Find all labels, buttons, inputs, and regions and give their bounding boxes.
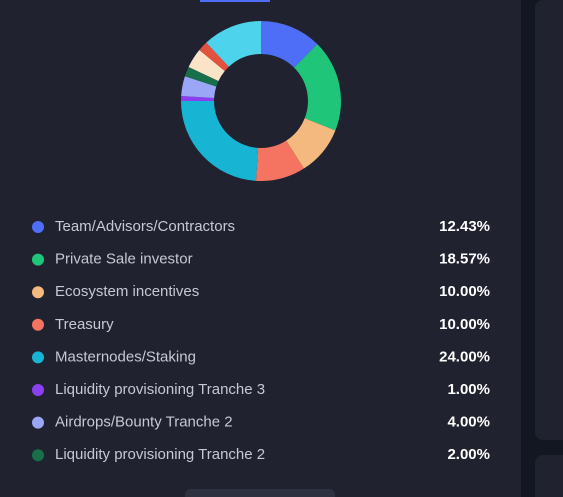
legend-dot <box>32 351 44 364</box>
legend-value: 10.00% <box>439 316 490 333</box>
slice <box>261 21 318 68</box>
legend-label: Airdrops/Bounty Tranche 2 <box>55 414 233 431</box>
legend-label: Liquidity provisioning Tranche 2 <box>55 446 265 463</box>
slice <box>181 95 215 101</box>
slice <box>181 101 259 181</box>
legend-label: Liquidity provisioning Tranche 3 <box>55 381 265 398</box>
legend-dot <box>32 384 44 396</box>
legend-dot <box>32 253 44 266</box>
legend-dot <box>32 416 44 429</box>
legend-label: Masternodes/Staking <box>55 348 196 365</box>
slice <box>199 42 229 72</box>
legend-dot <box>32 449 44 462</box>
slice <box>206 21 261 67</box>
legend-label: Ecosystem incentives <box>55 283 199 300</box>
gutter <box>521 0 535 497</box>
legend-value: 1.00% <box>447 381 490 398</box>
donut <box>181 21 341 181</box>
legend-dot <box>32 286 44 299</box>
legend-value: 10.00% <box>439 283 490 300</box>
legend-value: 2.00% <box>447 446 490 463</box>
slice <box>181 76 217 99</box>
card <box>0 0 521 497</box>
active-tab-indicator <box>200 0 270 2</box>
slice <box>286 118 336 169</box>
side-card <box>535 0 563 440</box>
legend-dot <box>32 221 44 233</box>
legend-value: 18.57% <box>439 251 490 268</box>
legend-label: Treasury <box>55 316 114 333</box>
slice <box>294 44 341 131</box>
legend-value: 4.00% <box>447 414 490 431</box>
slice <box>188 50 225 81</box>
button[interactable] <box>185 489 335 497</box>
legend-label: Team/Advisors/Contractors <box>55 218 235 235</box>
legend: Team/Advisors/Contractors 12.43% Private S… <box>32 218 490 463</box>
slice <box>184 66 219 87</box>
slice <box>255 140 304 181</box>
legend-dot <box>32 318 44 331</box>
side-card <box>535 455 563 497</box>
legend-value: 24.00% <box>439 348 490 365</box>
legend-value: 12.43% <box>439 218 490 235</box>
legend-label: Private Sale investor <box>55 251 193 268</box>
